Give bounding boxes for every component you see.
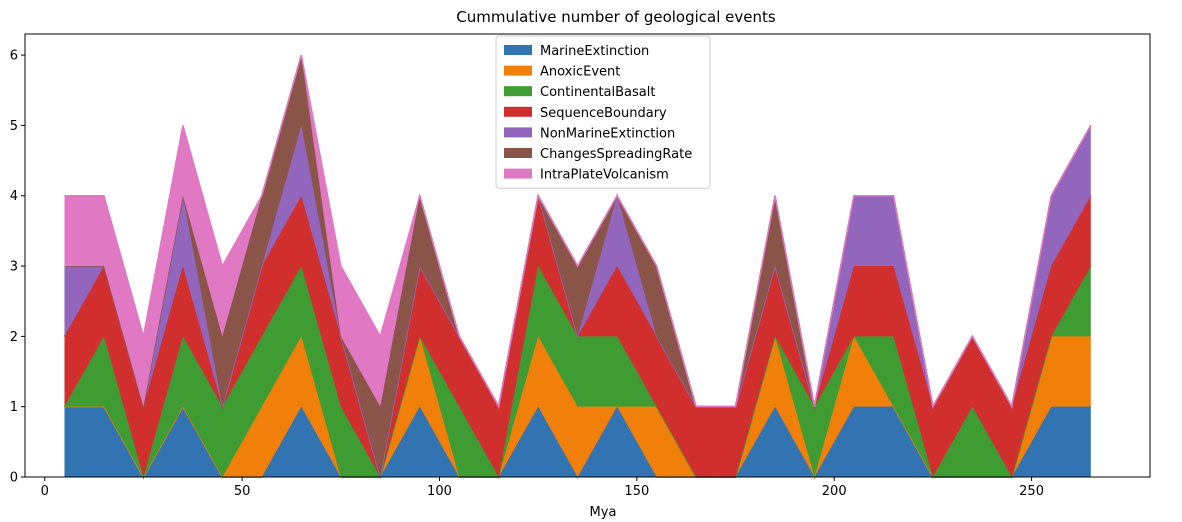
legend-swatch-0 <box>504 45 532 55</box>
y-tick-label-1: 1 <box>10 400 18 415</box>
x-axis-label: Mya <box>590 505 617 520</box>
x-tick-label-5: 250 <box>1019 484 1044 499</box>
legend-box <box>495 35 711 189</box>
plot-areas <box>63 54 1092 480</box>
legend: MarineExtinction AnoxicEvent ContinentalBa… <box>495 35 711 189</box>
y-tick-label-5: 5 <box>10 119 18 134</box>
legend-swatch-4 <box>504 127 532 138</box>
x-tick-label-2: 100 <box>427 484 452 499</box>
y-tick-label-3: 3 <box>10 260 18 275</box>
legend-swatch-5 <box>504 148 532 158</box>
chart-title: Cummulative number of geological events <box>456 8 776 26</box>
legend-label-6: IntraPlateVolcanism <box>540 168 669 183</box>
y-axis: 0 1 2 3 4 5 6 <box>10 49 25 486</box>
area-series-2 <box>64 266 1091 477</box>
plot-frame <box>24 33 1151 478</box>
x-tick-label-4: 200 <box>822 484 847 499</box>
legend-swatch-3 <box>504 106 532 117</box>
x-tick-label-0: 0 <box>41 484 49 499</box>
legend-swatch-1 <box>504 65 532 76</box>
x-tick-label-1: 50 <box>234 484 251 499</box>
y-tick-label-0: 0 <box>10 471 18 486</box>
legend-label-3: SequenceBoundary <box>540 106 667 121</box>
y-tick-label-4: 4 <box>10 189 18 204</box>
legend-label-5: ChangesSpreadingRate <box>540 147 692 162</box>
area-edge-6 <box>64 54 1092 409</box>
area-series-0 <box>64 406 1091 477</box>
x-tick-label-3: 150 <box>624 484 649 499</box>
legend-swatch-6 <box>504 168 532 179</box>
y-tick-label-6: 6 <box>10 49 18 64</box>
legend-label-2: ContinentalBasalt <box>540 85 655 100</box>
legend-label-1: AnoxicEvent <box>540 65 620 80</box>
y-tick-label-2: 2 <box>10 330 18 345</box>
x-axis: 0 50 100 150 200 250 <box>41 477 1044 499</box>
legend-label-0: MarineExtinction <box>540 44 649 59</box>
legend-label-4: NonMarineExtinction <box>540 126 675 141</box>
legend-swatch-2 <box>504 86 532 97</box>
